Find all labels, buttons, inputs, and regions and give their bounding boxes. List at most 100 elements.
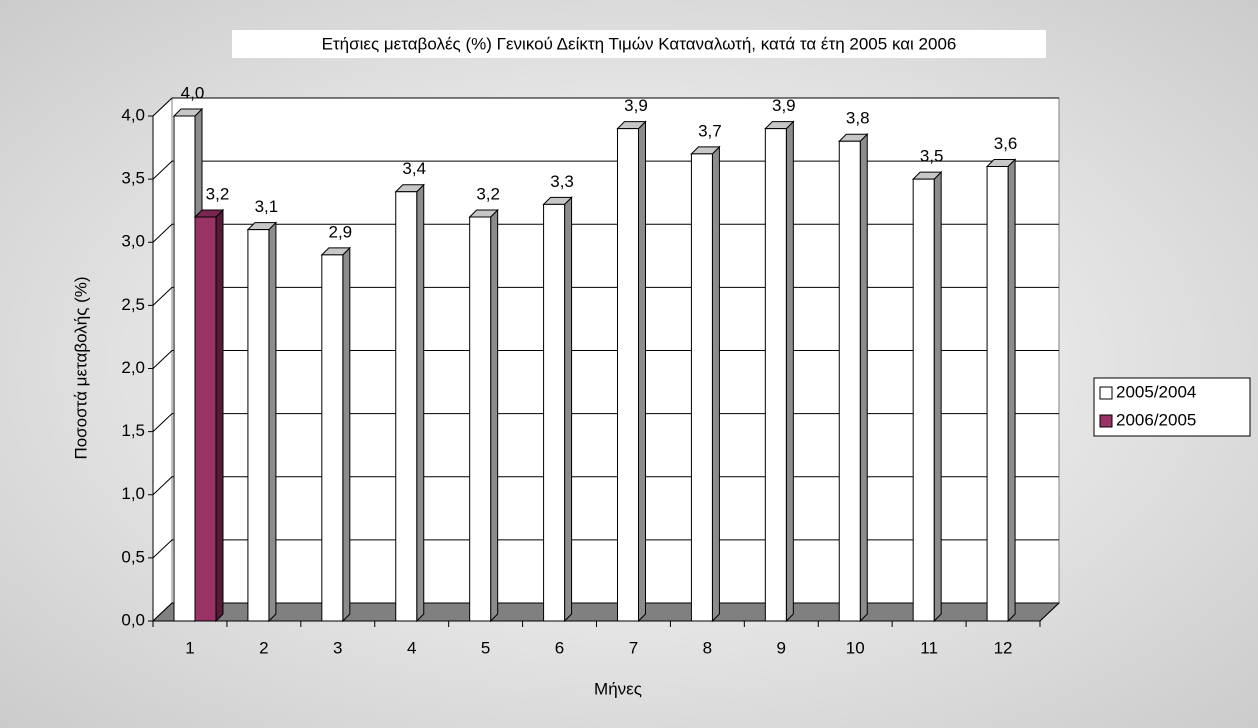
- bar-side-shade: [1008, 159, 1016, 621]
- grid-line: [152, 97, 1059, 117]
- data-label: 2,9: [329, 222, 353, 241]
- y-tick-label: 0,0: [121, 610, 145, 629]
- bar: [320, 246, 352, 623]
- x-axis-end: [1039, 602, 1060, 622]
- title-box: [232, 30, 1046, 58]
- grid-line: [152, 602, 1059, 622]
- bar-front: [764, 128, 787, 622]
- bar-top-shade: [469, 210, 498, 217]
- data-label: 3,8: [846, 109, 870, 128]
- legend-swatch: [1099, 414, 1113, 428]
- bar-front: [617, 128, 639, 622]
- bar-top-shade: [395, 184, 424, 192]
- bar-front: [247, 229, 270, 622]
- y-tick-label: 4,0: [121, 105, 145, 124]
- bar-front: [986, 166, 1009, 622]
- y-tick-label: 2,5: [121, 295, 145, 314]
- data-label: 3,1: [255, 197, 279, 216]
- chart-title: Ετήσιες μεταβολές (%) Γενικού Δείκτη Τιμ…: [322, 34, 957, 53]
- x-tick-label: 10: [846, 638, 865, 657]
- bar: [246, 221, 278, 623]
- bar: [690, 145, 721, 623]
- bar-side-shade: [342, 247, 350, 621]
- y-tick-label: 0,5: [121, 547, 145, 566]
- x-tick-label: 2: [259, 638, 268, 657]
- y-axis-title: Ποσοστά μεταβολής (%): [71, 276, 90, 459]
- bar: [838, 133, 869, 623]
- bar: [193, 208, 225, 623]
- grid-line: [152, 223, 1059, 243]
- legend-swatch: [1099, 386, 1113, 400]
- data-label: 3,2: [476, 184, 500, 203]
- bar-front: [173, 115, 196, 622]
- bar-front: [469, 216, 492, 622]
- grid-line: [152, 160, 1059, 180]
- bar-side-shade: [638, 121, 646, 621]
- bar-front: [838, 140, 861, 622]
- data-label: 3,7: [698, 121, 722, 140]
- data-label: 3,5: [920, 147, 944, 166]
- grid-line: [152, 286, 1059, 306]
- bar-top-shade: [839, 134, 868, 142]
- bar-top-shade: [913, 172, 942, 180]
- bar-front: [543, 203, 566, 622]
- data-label: 3,6: [994, 134, 1018, 153]
- bar-side-shade: [860, 134, 868, 621]
- legend-box: [1093, 377, 1251, 437]
- plot: 0,00,51,01,52,02,53,03,54,01 2 3 4 5 6 7 8 9 10 11…: [121, 83, 1251, 657]
- bar: [985, 158, 1017, 623]
- bar-side-shade: [268, 222, 276, 621]
- bar-top-shade: [617, 121, 646, 129]
- bar-top-shade: [174, 109, 202, 116]
- bar-side-shade: [490, 210, 498, 621]
- data-label: 4,0: [181, 83, 205, 102]
- bar: [394, 183, 425, 623]
- bar-top-shade: [321, 247, 350, 255]
- data-label: 3,2: [206, 184, 230, 203]
- bar: [468, 208, 499, 623]
- data-label: 3,4: [402, 159, 426, 178]
- legend-label: 2006/2005: [1116, 410, 1196, 429]
- x-tick-label: 12: [994, 638, 1013, 657]
- x-tick-label: 11: [920, 638, 938, 657]
- legend-label: 2005/2004: [1116, 382, 1196, 401]
- x-tick-label: 4: [407, 638, 416, 657]
- data-label: 3,9: [624, 96, 648, 115]
- bar-front: [912, 178, 935, 622]
- bar-top-shade: [543, 197, 572, 205]
- bar: [616, 120, 647, 623]
- data-label: 3,3: [550, 172, 574, 191]
- x-tick-label: 7: [629, 638, 638, 657]
- y-tick-label: 2,0: [121, 358, 145, 377]
- bar: [764, 120, 795, 623]
- x-tick-label: 3: [333, 638, 342, 657]
- grid-line: [152, 476, 1059, 496]
- data-label: 3,9: [772, 96, 796, 115]
- y-tick-label: 1,5: [121, 421, 145, 440]
- bar-side-shade: [934, 172, 942, 621]
- bar-side-shade: [786, 121, 794, 621]
- bar-top-shade: [987, 159, 1016, 167]
- y-tick-label: 3,5: [121, 169, 145, 188]
- x-tick-label: 9: [777, 638, 786, 657]
- grid-line: [152, 539, 1059, 559]
- x-axis-title: Μήνες: [594, 679, 642, 698]
- bar-front: [321, 254, 344, 622]
- bar-front: [690, 153, 713, 622]
- bar-side-shade: [216, 210, 223, 621]
- x-tick-label: 6: [555, 638, 564, 657]
- x-tick-label: 1: [185, 638, 194, 657]
- grid-line: [152, 350, 1059, 369]
- bar: [542, 196, 573, 623]
- bar-top-shade: [691, 146, 720, 154]
- y-tick-label: 3,0: [121, 232, 145, 251]
- bar-front: [395, 191, 418, 622]
- bar: [911, 170, 943, 623]
- x-tick-label: 8: [703, 638, 712, 657]
- bar-top-shade: [195, 210, 223, 217]
- y-tick-label: 1,0: [121, 484, 145, 503]
- grid-line: [152, 413, 1059, 432]
- bar-top-shade: [765, 121, 794, 129]
- bar-side-shade: [416, 184, 424, 621]
